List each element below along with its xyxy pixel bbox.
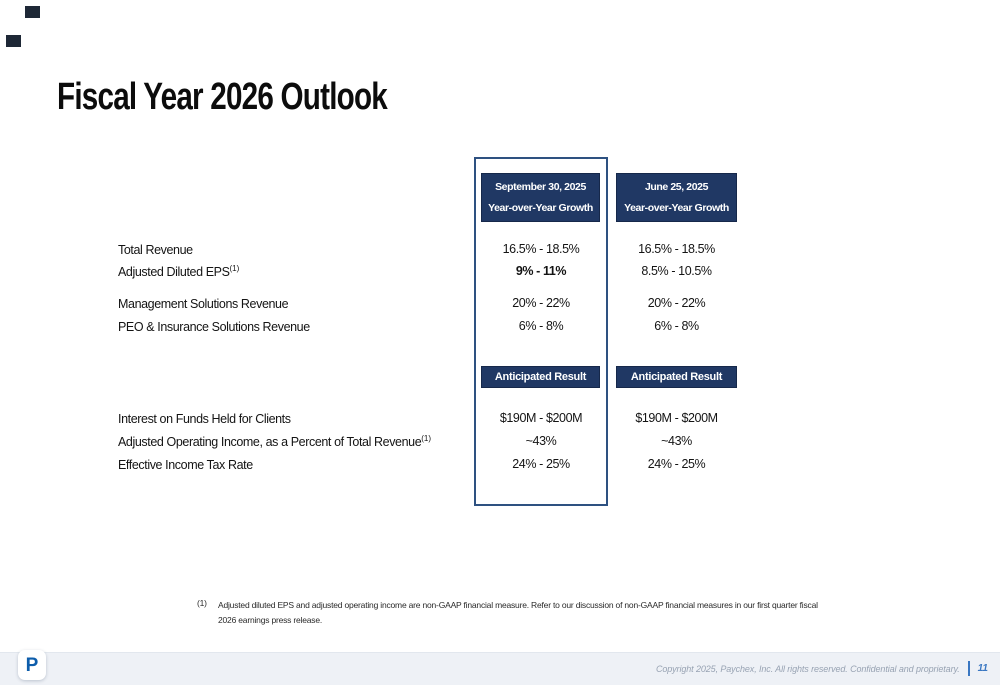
column-header-september: September 30, 2025 Year-over-Year Growth <box>481 173 600 222</box>
footnote-ref: (1) <box>229 264 240 273</box>
column-header-subtitle: Year-over-Year Growth <box>624 201 729 214</box>
table-row: Adjusted Operating Income, as a Percent … <box>0 434 1000 450</box>
row-label: Interest on Funds Held for Clients <box>118 412 291 427</box>
row-label: Management Solutions Revenue <box>118 297 289 312</box>
column-header-date: June 25, 2025 <box>644 181 709 194</box>
table-row: Management Solutions Revenue 20% - 22% 2… <box>0 296 1000 312</box>
table-row: Interest on Funds Held for Clients $190M… <box>0 411 1000 427</box>
column-header-subtitle: Year-over-Year Growth <box>488 201 593 214</box>
september-column-highlight-box <box>474 157 608 506</box>
june-value: 20% - 22% <box>647 296 706 310</box>
page-number: 11 <box>977 663 988 674</box>
september-value: 6% - 8% <box>518 319 564 333</box>
june-value: 8.5% - 10.5% <box>641 264 712 278</box>
june-value: 16.5% - 18.5% <box>638 242 715 256</box>
footnote-marker: (1) <box>197 598 207 608</box>
anticipated-result-header-june: Anticipated Result <box>616 366 737 388</box>
june-value: 24% - 25% <box>647 457 706 471</box>
column-header-date: September 30, 2025 <box>495 181 586 194</box>
footer-bar <box>0 652 1000 685</box>
table-row: PEO & Insurance Solutions Revenue 6% - 8… <box>0 319 1000 335</box>
september-value: 16.5% - 18.5% <box>502 242 580 256</box>
footer-right: Copyright 2025, Paychex, Inc. All rights… <box>656 652 988 685</box>
page-title: Fiscal Year 2026 Outlook <box>57 76 388 118</box>
row-label: Effective Income Tax Rate <box>118 458 253 473</box>
june-value: 6% - 8% <box>654 319 699 333</box>
row-label: Total Revenue <box>118 243 193 258</box>
column-header-june: June 25, 2025 Year-over-Year Growth <box>616 173 737 222</box>
footnote-text: Adjusted diluted EPS and adjusted operat… <box>218 600 818 625</box>
row-label: Adjusted Operating Income, as a Percent … <box>118 434 432 450</box>
september-value: 24% - 25% <box>512 457 570 471</box>
corner-square-decoration <box>25 6 40 18</box>
anticipated-result-header-september: Anticipated Result <box>481 366 600 388</box>
september-value: 9% - 11% <box>515 264 567 278</box>
corner-square-decoration <box>6 35 21 47</box>
september-value: ~43% <box>525 434 557 448</box>
page-number-divider <box>967 661 970 676</box>
table-row: Effective Income Tax Rate 24% - 25% 24% … <box>0 457 1000 473</box>
copyright-text: Copyright 2025, Paychex, Inc. All rights… <box>655 663 960 674</box>
table-row: Adjusted Diluted EPS(1) 9% - 11% 8.5% - … <box>0 264 1000 280</box>
footnote-ref: (1) <box>421 434 432 443</box>
june-value: $190M - $200M <box>635 411 718 425</box>
june-value: ~43% <box>661 434 692 448</box>
row-label: Adjusted Diluted EPS(1) <box>118 264 240 280</box>
table-row: Total Revenue 16.5% - 18.5% 16.5% - 18.5… <box>0 242 1000 258</box>
september-value: 20% - 22% <box>512 296 570 310</box>
paychex-logo: P <box>18 650 46 680</box>
row-label: PEO & Insurance Solutions Revenue <box>118 320 310 335</box>
september-value: $190M - $200M <box>499 411 583 425</box>
paychex-logo-letter: P <box>25 654 39 676</box>
